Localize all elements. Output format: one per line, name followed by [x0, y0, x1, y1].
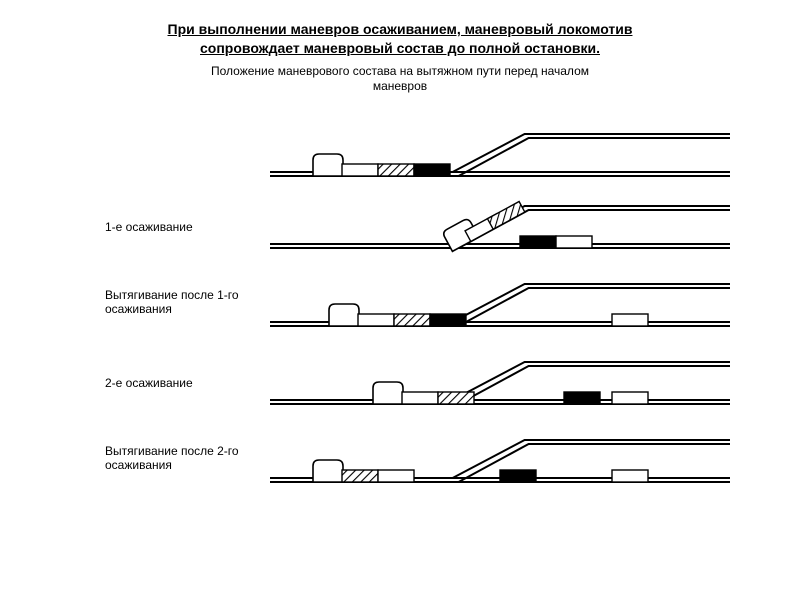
stage-label: Вытягивание после 1-го осаживания: [105, 288, 285, 317]
title-line1: При выполнении маневров осаживанием, ман…: [168, 21, 633, 37]
stage-label: 1-е осаживание: [105, 220, 193, 234]
page-subtitle: Положение маневрового состава на вытяжно…: [40, 64, 760, 94]
track-diagram: [270, 168, 730, 258]
track-diagram: [270, 402, 730, 492]
stage-label: Вытягивание после 2-го осаживания: [105, 444, 285, 473]
title-line2: сопровождает маневровый состав до полной…: [200, 40, 600, 56]
page-title: При выполнении маневров осаживанием, ман…: [40, 20, 760, 58]
stage-label: 2-е осаживание: [105, 376, 193, 390]
track-diagram: [270, 324, 730, 414]
stage-4: Вытягивание после 2-го осаживания: [40, 408, 760, 492]
page: При выполнении маневров осаживанием, ман…: [0, 0, 800, 502]
subtitle-line2: маневров: [373, 79, 427, 93]
stages-container: 1-е осаживание Вытягивание после 1-го оса…: [40, 96, 760, 492]
track-diagram: [270, 246, 730, 336]
subtitle-line1: Положение маневрового состава на вытяжно…: [211, 64, 589, 78]
